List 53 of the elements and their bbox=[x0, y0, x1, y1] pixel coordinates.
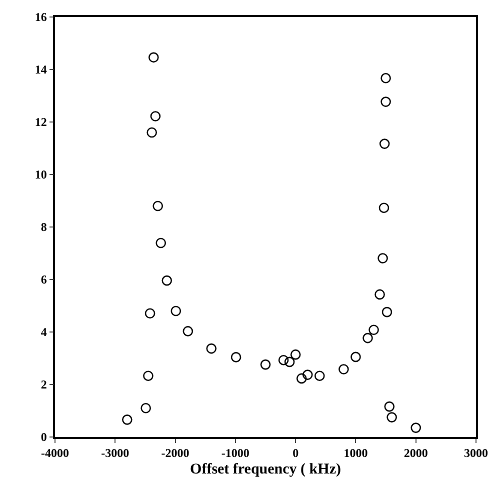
x-tick-label: 0 bbox=[292, 446, 299, 460]
y-tick-label: 2 bbox=[40, 378, 47, 392]
point bbox=[338, 364, 349, 374]
y-tick-label: 10 bbox=[34, 168, 47, 182]
point bbox=[278, 354, 289, 366]
point bbox=[362, 332, 373, 344]
y-tick-label: 4 bbox=[40, 325, 47, 340]
point bbox=[380, 96, 391, 107]
point bbox=[182, 326, 194, 336]
y-tick-label: 16 bbox=[34, 10, 47, 24]
point bbox=[156, 238, 166, 248]
point bbox=[143, 370, 154, 381]
y-tick-label: 14 bbox=[34, 62, 47, 77]
point bbox=[146, 127, 157, 138]
point bbox=[384, 401, 395, 412]
point bbox=[386, 412, 397, 422]
point bbox=[374, 289, 385, 300]
point bbox=[260, 359, 271, 370]
point bbox=[378, 253, 388, 264]
point bbox=[379, 138, 390, 149]
point bbox=[296, 373, 307, 384]
x-tick-label: -4000 bbox=[41, 446, 69, 460]
point bbox=[162, 275, 172, 286]
point bbox=[150, 111, 161, 122]
point bbox=[170, 306, 182, 316]
point bbox=[284, 356, 295, 368]
point bbox=[230, 352, 242, 362]
x-tick-label: 3000 bbox=[464, 446, 488, 460]
point bbox=[380, 73, 391, 84]
point bbox=[290, 349, 301, 360]
point bbox=[368, 324, 379, 336]
x-tick-label: -2000 bbox=[161, 446, 190, 460]
point bbox=[122, 414, 132, 425]
point bbox=[314, 370, 325, 381]
x-tick-label: 1000 bbox=[344, 446, 368, 460]
point bbox=[144, 308, 156, 319]
x-tick-label: -1000 bbox=[221, 446, 250, 460]
y-tick-label: 0 bbox=[40, 430, 47, 444]
point bbox=[302, 370, 313, 380]
x-axis-title: Offset frequency ( kHz) bbox=[190, 462, 341, 478]
y-tick-label: 8 bbox=[40, 220, 47, 234]
point bbox=[378, 202, 390, 213]
point bbox=[148, 52, 159, 63]
point bbox=[206, 343, 217, 354]
point bbox=[382, 306, 392, 318]
y-tick-label: 6 bbox=[40, 272, 47, 287]
point bbox=[140, 402, 151, 414]
y-tick-label: 12 bbox=[34, 115, 47, 130]
point bbox=[152, 200, 163, 212]
point bbox=[410, 422, 422, 433]
x-tick-label: -3000 bbox=[101, 446, 130, 460]
x-tick-label: 2000 bbox=[404, 446, 428, 460]
point bbox=[350, 352, 361, 362]
